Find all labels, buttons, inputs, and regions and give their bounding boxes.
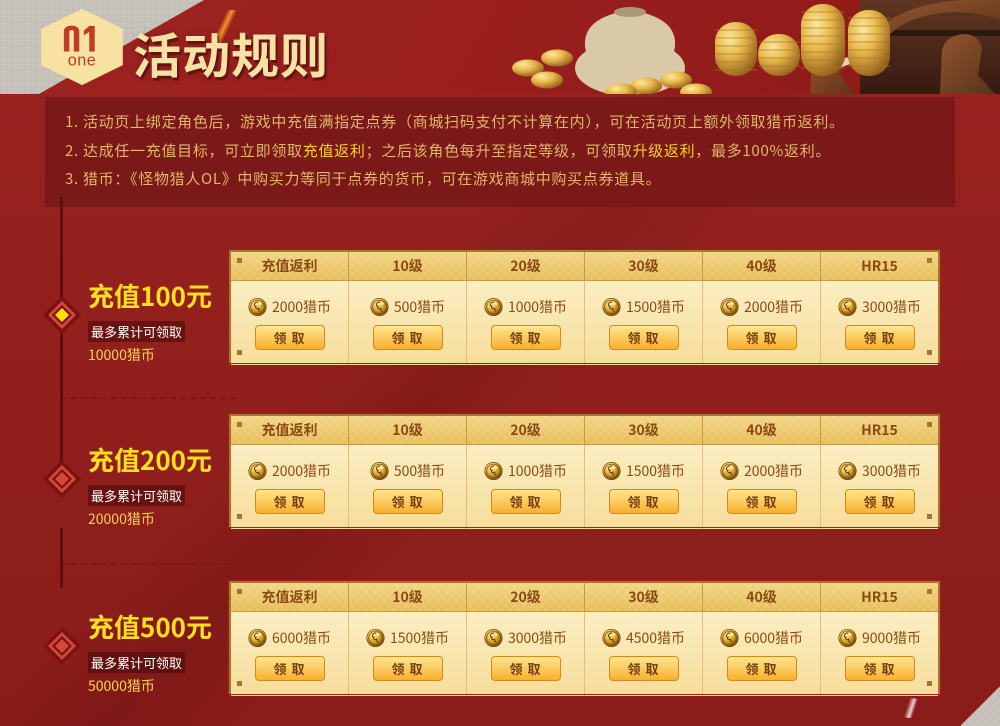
svg-text:one: one xyxy=(68,52,97,70)
